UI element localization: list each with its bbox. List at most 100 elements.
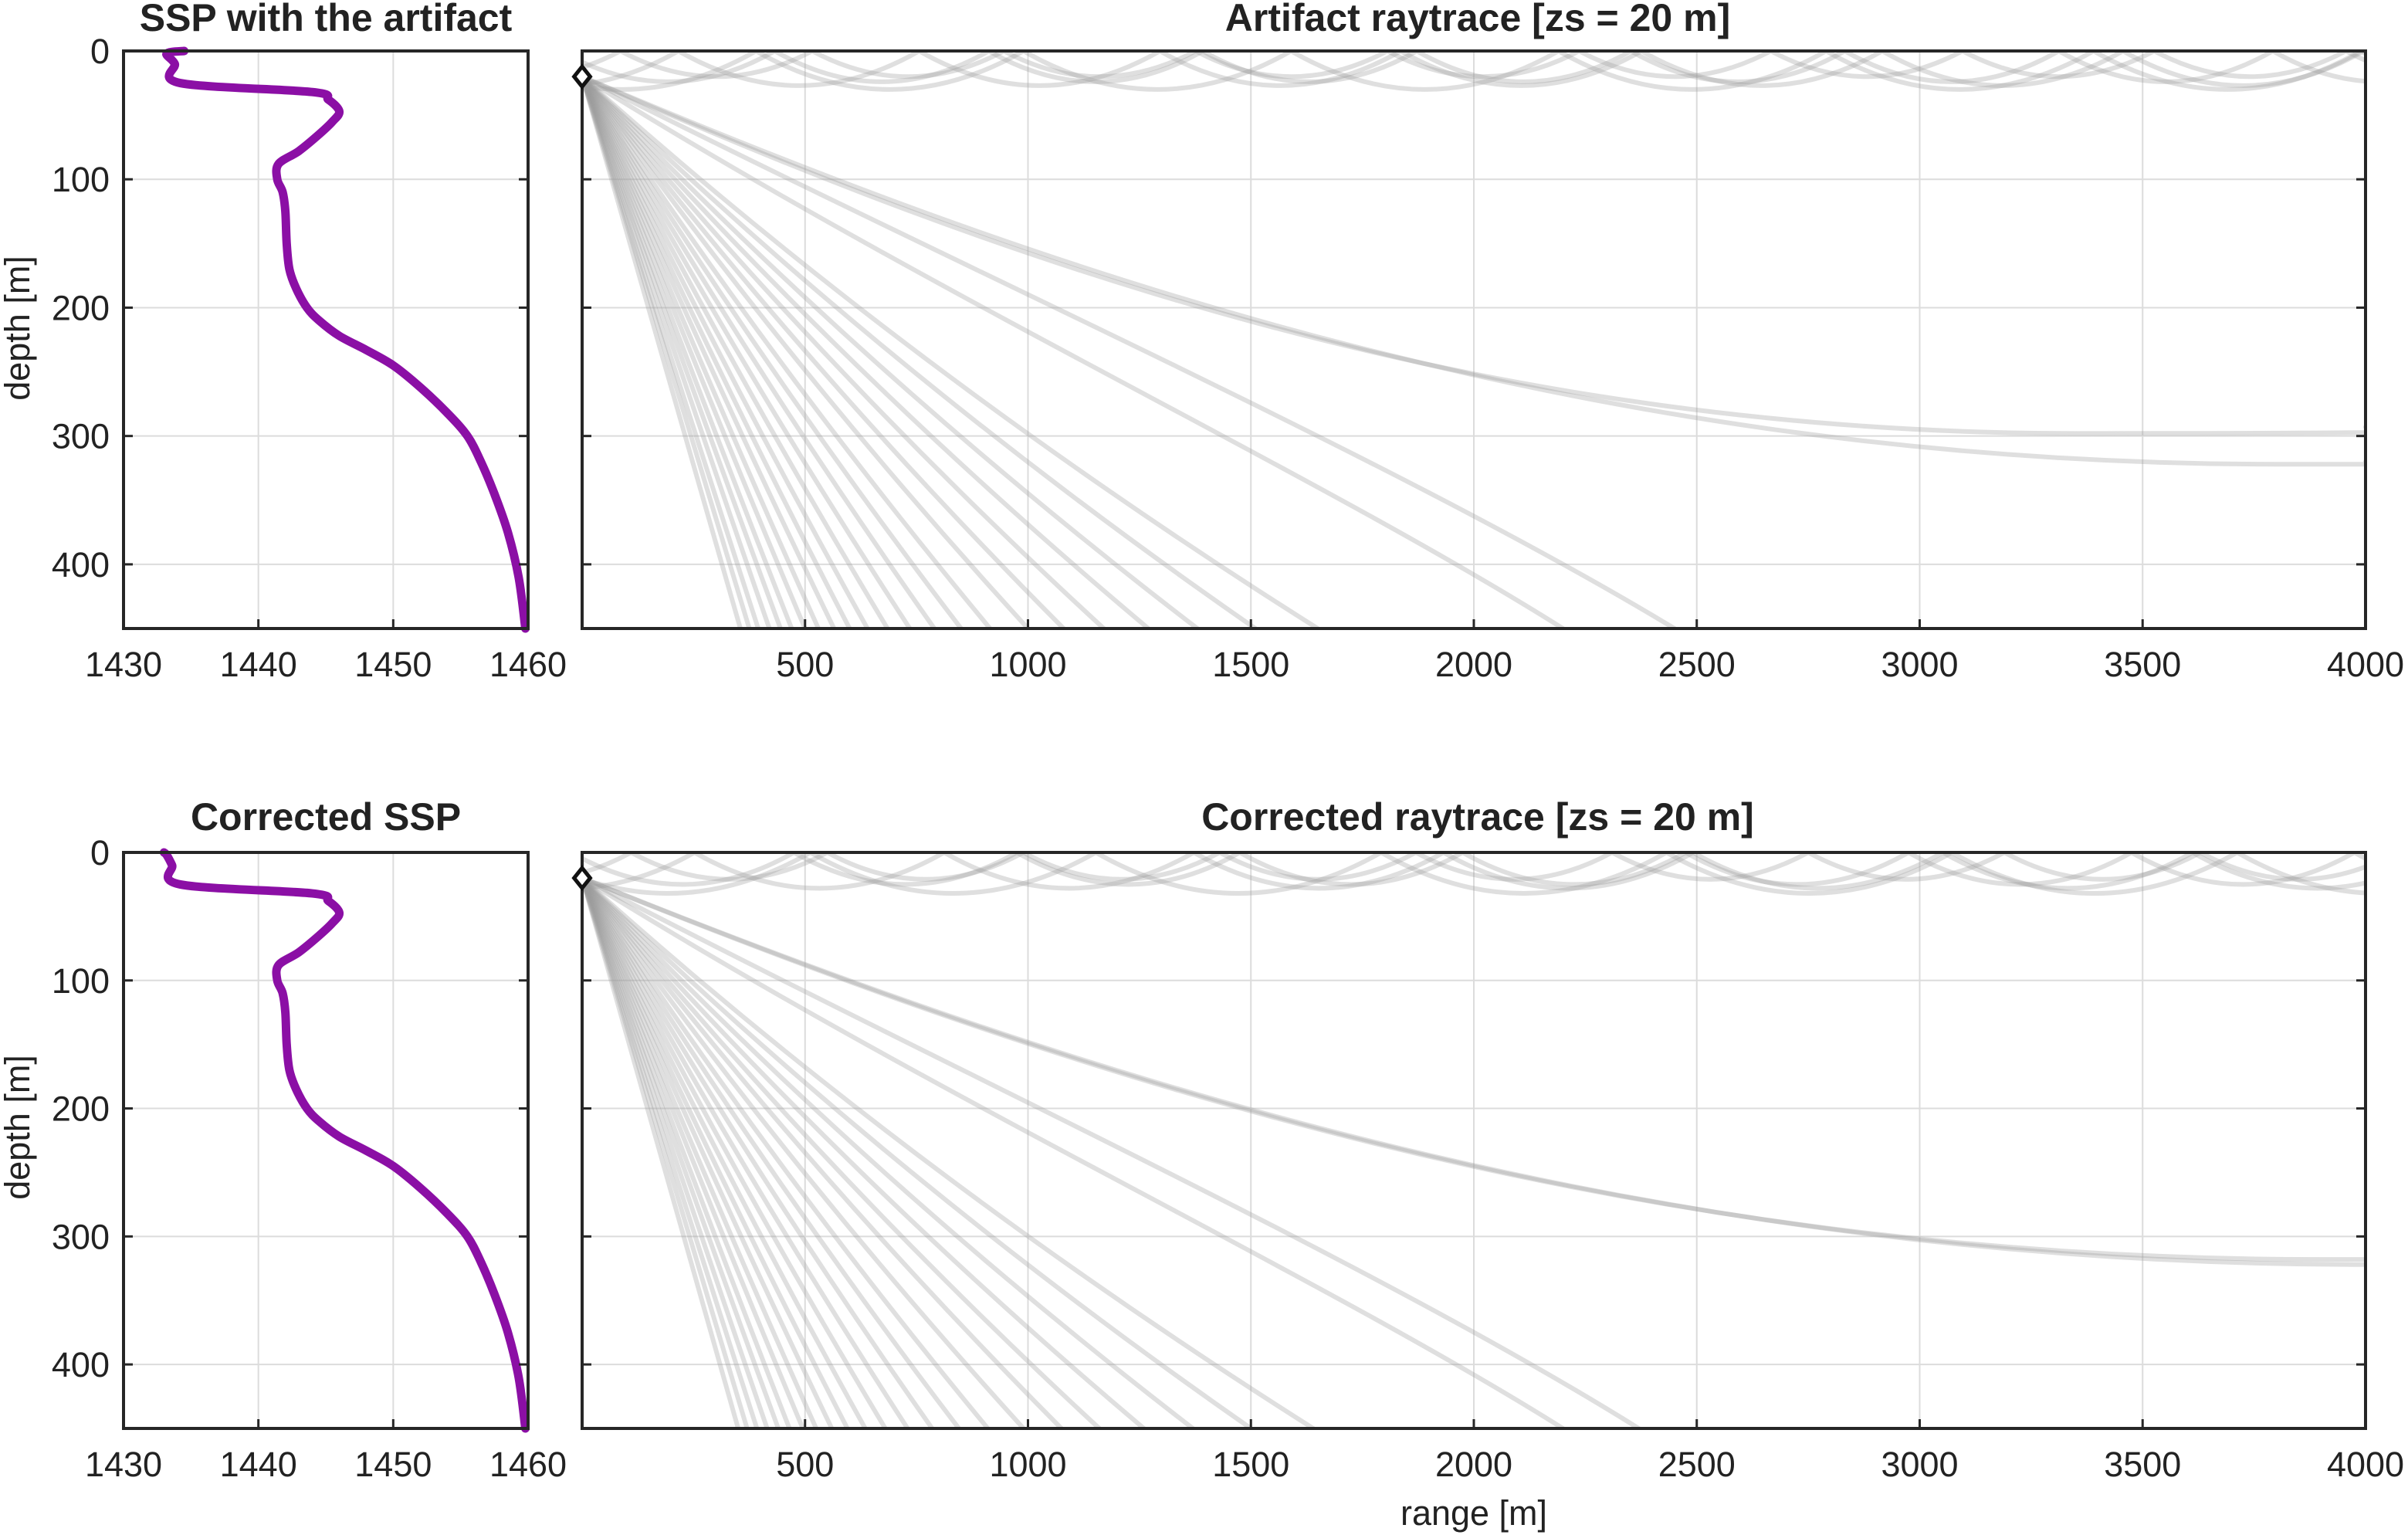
plot-area xyxy=(162,46,530,633)
ray-surface-duct xyxy=(582,51,2366,84)
ray-steep xyxy=(582,876,835,1428)
y-tick-label: 200 xyxy=(52,1089,110,1129)
grid-lines xyxy=(582,852,2366,1428)
x-tick-label: 1450 xyxy=(354,645,432,684)
x-tick-label: 1460 xyxy=(489,645,567,684)
grid-lines xyxy=(582,51,2366,629)
y-tick-label: 300 xyxy=(52,417,110,456)
x-tick-label: 1440 xyxy=(220,645,297,684)
ray-steep xyxy=(582,876,770,1428)
ray-steep xyxy=(582,74,761,629)
x-tick-label: 2500 xyxy=(1658,645,1736,684)
y-tick-label: 100 xyxy=(52,961,110,1001)
tick-labels: 500 1000 1500 2000 2500 3000 3500 4000 xyxy=(582,851,2404,1484)
y-axis-label: depth [m] xyxy=(0,256,37,401)
x-axis-label: range [m] xyxy=(1400,1493,1547,1533)
ray-steep xyxy=(582,74,852,629)
ray-steep xyxy=(582,876,1254,1428)
ray-turning xyxy=(582,74,2366,467)
y-tick-label: 0 xyxy=(90,32,110,71)
x-tick-label: 3500 xyxy=(2104,1445,2181,1484)
panel-raytrace-corrected: Corrected raytrace [zs = 20 m] range [m]… xyxy=(571,795,2404,1533)
grid-lines xyxy=(124,852,528,1428)
panel-title: Corrected SSP xyxy=(191,795,461,839)
source-marker xyxy=(571,865,593,892)
ray-steep xyxy=(582,876,805,1428)
sound-speed-profile-line xyxy=(162,46,530,633)
ray-turning xyxy=(582,876,2366,1267)
axes-frame xyxy=(122,49,530,630)
x-tick-label: 1500 xyxy=(1212,1445,1289,1484)
y-tick-label: 400 xyxy=(52,1345,110,1384)
ray-turning xyxy=(582,876,2366,1262)
ray-steep xyxy=(582,74,913,629)
y-tick-label: 0 xyxy=(90,833,110,873)
x-tick-label: 1450 xyxy=(354,1445,432,1484)
ray-steep xyxy=(582,876,850,1428)
panel-ssp-artifact: SSP with the artifact depth [m] 1430 1440… xyxy=(0,0,567,684)
ray-steep xyxy=(582,876,935,1428)
ray-steep xyxy=(582,74,837,629)
ray-steep xyxy=(582,876,1064,1428)
source-marker xyxy=(571,63,593,90)
ray-shallow xyxy=(582,74,1566,629)
ray-steep xyxy=(582,74,808,629)
ray-shallow xyxy=(582,876,1566,1428)
ray-steep xyxy=(582,876,741,1428)
ray-surface-duct xyxy=(582,51,2366,92)
ray-steep xyxy=(582,74,821,629)
ray-steep xyxy=(582,74,964,629)
ray-steep xyxy=(582,74,890,629)
ray-surface-duct xyxy=(582,852,2366,887)
panel-title: SSP with the artifact xyxy=(140,0,513,39)
ray-steep xyxy=(582,74,937,629)
x-tick-label: 3000 xyxy=(1881,645,1958,684)
x-tick-label: 2500 xyxy=(1658,1445,1736,1484)
ray-steep xyxy=(582,876,868,1428)
ray-steep xyxy=(582,74,1200,629)
axes-frame xyxy=(581,49,2367,630)
ray-steep xyxy=(582,876,1196,1428)
ray-steep xyxy=(582,876,750,1428)
plot-area xyxy=(159,848,530,1433)
ray-steep xyxy=(582,74,993,629)
y-tick-label: 300 xyxy=(52,1217,110,1256)
x-tick-label: 3000 xyxy=(1881,1445,1958,1484)
ray-steep xyxy=(582,74,794,629)
ray-steep xyxy=(582,876,1026,1428)
ray-steep xyxy=(582,74,772,629)
ray-turning xyxy=(582,74,2366,436)
ray-steep xyxy=(582,876,1102,1428)
y-axis-label: depth [m] xyxy=(0,1055,37,1200)
panel-title: Artifact raytrace [zs = 20 m] xyxy=(1225,0,1730,39)
ray-steep xyxy=(582,74,870,629)
ray-surface-duct xyxy=(582,852,2366,891)
ray-steep xyxy=(582,876,792,1428)
ray-steep xyxy=(582,876,781,1428)
plot-area xyxy=(582,51,2366,629)
x-tick-label: 1430 xyxy=(85,645,162,684)
panel-ssp-corrected: Corrected SSP depth [m] 1430 1440 1450 1460… xyxy=(0,795,567,1484)
x-tick-label: 500 xyxy=(776,1445,834,1484)
x-tick-label: 4000 xyxy=(2327,645,2404,684)
ray-steep xyxy=(582,74,1320,629)
ray-shallow xyxy=(582,876,1641,1428)
x-tick-label: 1460 xyxy=(489,1445,567,1484)
x-tick-label: 1430 xyxy=(85,1445,162,1484)
ray-fan xyxy=(582,51,2366,629)
ray-steep xyxy=(582,876,888,1428)
tick-labels: 1430 1440 1450 1460 0 100 200 300 400 xyxy=(52,32,567,684)
panel-raytrace-artifact: Artifact raytrace [zs = 20 m] 500 1000 150… xyxy=(571,0,2404,684)
x-tick-label: 2000 xyxy=(1435,645,1512,684)
ray-shallow xyxy=(582,74,1677,629)
ray-steep xyxy=(582,876,910,1428)
y-tick-label: 100 xyxy=(52,160,110,199)
plot-area xyxy=(582,852,2366,1428)
ray-steep xyxy=(582,74,1258,629)
ray-surface-duct xyxy=(582,852,2366,882)
ray-steep xyxy=(582,876,991,1428)
ray-surface-duct xyxy=(582,852,2366,896)
ray-steep xyxy=(582,876,1316,1428)
x-tick-label: 500 xyxy=(776,645,834,684)
